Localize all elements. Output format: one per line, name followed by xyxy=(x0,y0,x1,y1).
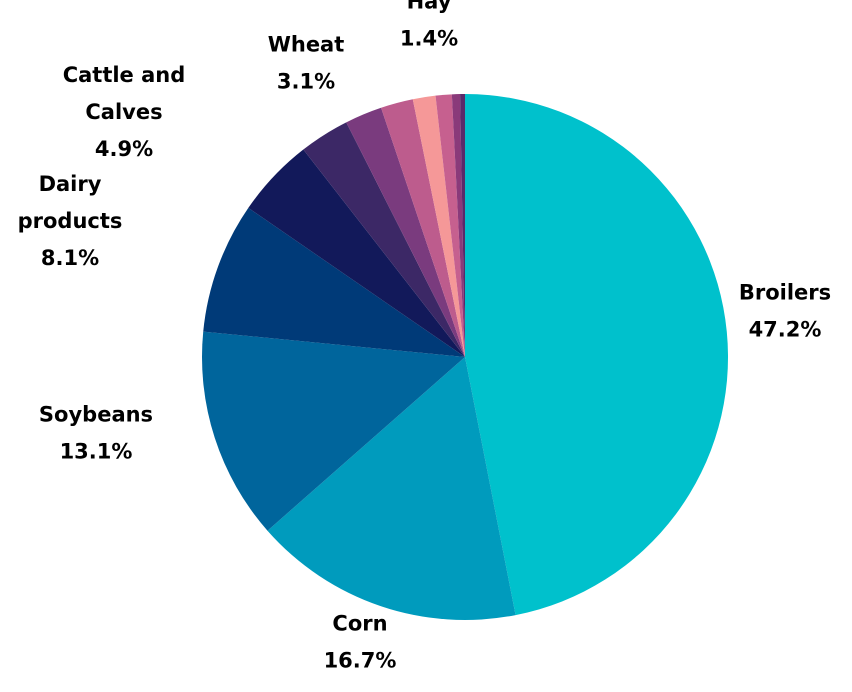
slice-label-dairy-products: Dairy products 8.1% xyxy=(18,172,123,270)
slice-name-label: Calves xyxy=(85,100,162,124)
pie-slice-dairy-products xyxy=(203,207,466,357)
pie-slice-unlabeled-6 xyxy=(346,107,465,357)
pie-labels: Broilers 47.2% Corn 16.7% Soybeans 13.1% Dairy… xyxy=(18,0,832,673)
slice-name-label: Hay xyxy=(407,0,452,14)
pie-slice-cattle-and-calves xyxy=(248,149,465,357)
slice-name-label: Dairy xyxy=(39,172,102,196)
pie-slices xyxy=(201,94,729,621)
slice-value-label: 3.1% xyxy=(277,70,335,94)
slice-label-wheat: Wheat 3.1% xyxy=(268,33,345,94)
slice-label-hay: Hay 1.4% xyxy=(400,0,458,51)
slice-label-cattle-and-calves: Cattle and Calves 4.9% xyxy=(63,63,186,161)
pie-slice-unlabeled-9 xyxy=(435,94,465,357)
pie-slice-corn xyxy=(267,357,516,621)
slice-value-label: 47.2% xyxy=(749,318,822,342)
slice-label-corn: Corn 16.7% xyxy=(324,612,397,673)
pie-slice-wheat xyxy=(303,122,465,357)
pie-slice-unlabeled-10 xyxy=(451,94,465,358)
pie-slice-hay xyxy=(412,95,465,357)
slice-value-label: 1.4% xyxy=(400,27,458,51)
pie-slice-unlabeled-7 xyxy=(381,99,465,358)
slice-name-label: Broilers xyxy=(739,281,831,305)
slice-label-broilers: Broilers 47.2% xyxy=(739,281,831,342)
pie-slice-broilers xyxy=(465,94,729,616)
slice-name-label: Cattle and xyxy=(63,63,186,87)
slice-label-soybeans: Soybeans 13.1% xyxy=(39,403,153,464)
slice-name-label: Corn xyxy=(332,612,387,636)
slice-value-label: 16.7% xyxy=(324,649,397,673)
pie-slice-unlabeled-11 xyxy=(460,94,465,357)
slice-value-label: 8.1% xyxy=(41,246,99,270)
slice-name-label: Soybeans xyxy=(39,403,153,427)
pie-slice-soybeans xyxy=(201,331,465,531)
slice-name-label: Wheat xyxy=(268,33,345,57)
slice-name-label: products xyxy=(18,209,123,233)
slice-value-label: 4.9% xyxy=(95,137,153,161)
slice-value-label: 13.1% xyxy=(60,440,133,464)
